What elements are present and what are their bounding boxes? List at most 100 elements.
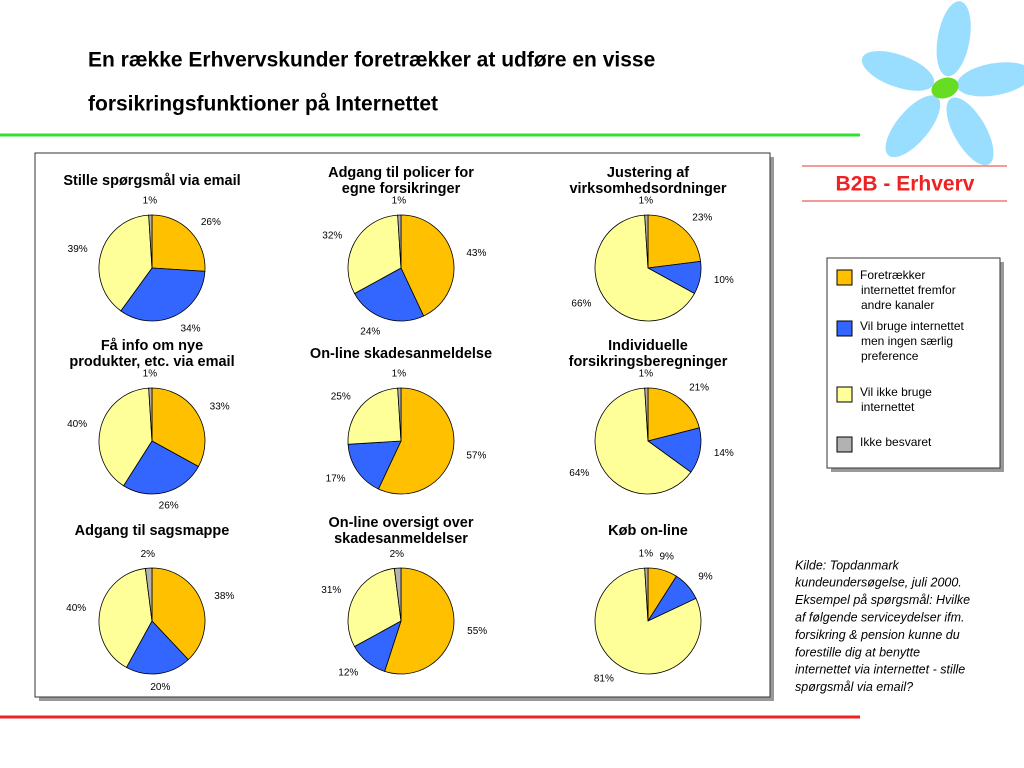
pie-slice xyxy=(148,214,153,269)
source-line: forestille dig at benytte xyxy=(795,645,920,659)
pie-slice xyxy=(644,387,649,442)
value-label: 14% xyxy=(714,448,734,459)
source-line: af følgende serviceydelser ifm. xyxy=(795,610,965,624)
value-label: 21% xyxy=(689,383,709,394)
value-label: 1% xyxy=(639,196,654,207)
legend-label: internettet fremfor xyxy=(861,283,956,297)
value-label: 20% xyxy=(150,682,170,693)
value-label: 43% xyxy=(466,248,486,259)
pie-slice xyxy=(98,387,153,487)
pie-slice xyxy=(594,387,692,495)
charts: Stille spørgsmål via email 26% 34% 39% 1% Adg… xyxy=(63,165,734,693)
pie-slice xyxy=(151,387,206,468)
value-label: 1% xyxy=(639,369,654,380)
pie-slice xyxy=(647,387,700,442)
value-label: 34% xyxy=(181,323,201,334)
value-label: 31% xyxy=(321,585,341,596)
legend-label: preference xyxy=(861,349,919,363)
legend-label: Vil ikke bruge xyxy=(860,385,932,399)
source-line: Eksempel på spørgsmål: Hvilke xyxy=(795,593,970,607)
legend-label: Foretrækker xyxy=(860,268,925,282)
legend-label: Vil bruge internettet xyxy=(860,319,965,333)
value-label: 38% xyxy=(214,591,234,602)
pie-slice xyxy=(400,214,455,317)
value-label: 1% xyxy=(143,196,158,207)
legend-swatch xyxy=(836,320,853,337)
value-label: 12% xyxy=(338,667,358,678)
value-label: 55% xyxy=(467,626,487,637)
pie-slice xyxy=(347,440,402,490)
value-label: 9% xyxy=(659,551,674,562)
value-label: 9% xyxy=(698,571,713,582)
pie-slice xyxy=(120,267,206,322)
pie-slice xyxy=(354,267,425,322)
source-line: kundeundersøgelse, juli 2000. xyxy=(795,576,962,590)
pie-slice xyxy=(98,567,153,668)
source-line: Kilde: Topdanmark xyxy=(795,558,900,572)
pie-slice xyxy=(397,214,402,269)
pie-slice xyxy=(644,214,649,269)
chart-title: Køb on-line xyxy=(608,523,688,539)
value-label: 57% xyxy=(466,450,486,461)
value-label: 1% xyxy=(392,369,407,380)
legend-label: andre kanaler xyxy=(861,298,934,312)
value-label: 25% xyxy=(331,391,351,402)
pie-slice xyxy=(123,440,199,495)
pie-slice xyxy=(151,214,206,272)
pie-slice xyxy=(148,387,153,442)
legend-label: men ingen særlig xyxy=(861,334,953,348)
value-label: 1% xyxy=(392,196,407,207)
value-label: 2% xyxy=(390,549,405,560)
source-note: Kilde: Topdanmark kundeundersøgelse, juli… xyxy=(795,558,970,694)
value-label: 1% xyxy=(143,369,158,380)
chart-title: Få info om nye xyxy=(101,338,203,354)
chart-title: Individuelle xyxy=(608,338,688,354)
pie-slice xyxy=(347,567,402,648)
pie-slice xyxy=(347,387,402,445)
legend-swatch xyxy=(836,436,853,453)
value-label: 2% xyxy=(141,549,156,560)
pie-slice xyxy=(347,214,402,295)
value-label: 26% xyxy=(201,217,221,228)
pie-slice xyxy=(125,620,189,675)
value-label: 24% xyxy=(360,326,380,337)
chart-title: forsikringsberegninger xyxy=(569,354,728,370)
pie-slice xyxy=(377,387,455,495)
pie-slice xyxy=(644,567,649,622)
chart-title: Adgang til policer for xyxy=(328,165,474,181)
value-label: 64% xyxy=(569,468,589,479)
legend-box xyxy=(826,257,1001,469)
value-label: 40% xyxy=(66,603,86,614)
value-label: 17% xyxy=(326,473,346,484)
pie-slice xyxy=(384,567,455,675)
legend-swatch xyxy=(836,269,853,286)
chart-title: Justering af xyxy=(607,165,689,181)
pie-slice xyxy=(151,567,206,661)
value-label: 26% xyxy=(159,501,179,512)
value-label: 66% xyxy=(571,299,591,310)
value-label: 32% xyxy=(322,230,342,241)
page-title: forsikringsfunktioner på Internettet xyxy=(88,93,438,116)
pie-slice xyxy=(98,214,153,312)
pie-slice xyxy=(594,214,695,322)
value-label: 40% xyxy=(67,419,87,430)
pie-slice xyxy=(594,567,702,675)
section-tag: B2B - Erhverv xyxy=(836,173,975,196)
chart-title: produkter, etc. via email xyxy=(69,354,234,370)
chart-title: Stille spørgsmål via email xyxy=(63,173,240,189)
source-line: spørgsmål via email? xyxy=(795,680,913,694)
chart-title: Adgang til sagsmappe xyxy=(75,523,230,539)
source-line: forsikring & pension kunne du xyxy=(795,628,960,642)
value-label: 23% xyxy=(692,212,712,223)
value-label: 81% xyxy=(594,673,614,684)
legend-swatch xyxy=(836,386,853,403)
legend-label: internettet xyxy=(861,400,915,414)
legend-label: Ikke besvaret xyxy=(860,435,932,449)
value-label: 1% xyxy=(639,549,654,560)
chart-title: skadesanmeldelser xyxy=(334,531,468,547)
flower-logo xyxy=(861,1,1024,166)
pie-slice xyxy=(144,567,153,622)
pie-slice xyxy=(393,567,402,622)
